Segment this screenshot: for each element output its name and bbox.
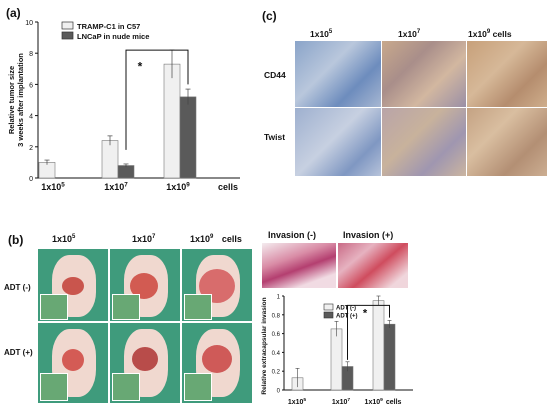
b-y-axis-label: Relative extracapsular invasion: [261, 297, 268, 394]
mouse-photo-adt-minus-1e9: [182, 249, 252, 321]
b-col-label-3: 1x109 cells: [190, 234, 242, 244]
a-y-tick-label: 8: [29, 51, 33, 58]
a-y-tick-label: 6: [29, 82, 33, 89]
b-bar: [372, 300, 385, 391]
b-col-label-2: 1x107: [132, 234, 156, 244]
a-bar: [101, 140, 119, 179]
a-legend-swatch: [61, 21, 74, 30]
b-col-label-1: 1x105: [52, 234, 76, 244]
chart-b: 0 0.2 0.4 0.6 0.8 1 Relative extracapsular inv…: [261, 295, 413, 406]
c-col-label-2: 1x107: [398, 29, 421, 39]
invasion-pos-label: Invasion (+): [343, 230, 394, 240]
b-x-tick-label: 1x107: [332, 397, 351, 406]
a-cells-label: cells: [218, 182, 238, 192]
b-significance-star: *: [363, 308, 368, 320]
a-y-tick-label: 0: [29, 176, 33, 183]
c-row-label-cd44: CD44: [264, 70, 286, 80]
invasion-neg-image: [262, 243, 336, 288]
c-row-label-twist: Twist: [264, 132, 286, 142]
c-col-label-1: 1x105: [310, 29, 333, 39]
b-y-tick-label: 0.4: [272, 351, 281, 357]
b-bar: [330, 328, 343, 391]
b-y-tick-label: 1: [277, 295, 281, 301]
b-y-tick-label: 0.2: [272, 370, 281, 376]
chart-a: 0 2 4 6 8 10 Relative tumor size3 weeks after …: [7, 20, 240, 192]
panel-label-c: (c): [262, 9, 277, 23]
histology-cd44-1e7: [382, 41, 466, 107]
panel-label-a: (a): [6, 6, 21, 20]
mouse-photo-adt-minus-1e7: [110, 249, 180, 321]
a-x-tick-label: 1x109: [166, 181, 190, 192]
b-row-label-adt-minus: ADT (-): [4, 283, 31, 292]
a-significance-bracket: [125, 49, 189, 150]
b-bar: [383, 323, 396, 391]
mouse-photo-adt-minus-1e5: [38, 249, 108, 321]
a-y-tick-label: 10: [25, 20, 33, 27]
a-y-tick-label: 4: [29, 114, 33, 121]
a-x-tick-label: 1x107: [104, 181, 128, 192]
b-y-tick-label: 0: [277, 389, 281, 395]
b-legend-label: ADT (+): [336, 314, 358, 320]
a-y-axis-label: Relative tumor size3 weeks after implant…: [7, 53, 25, 147]
panel-c: 1x105 1x107 1x109 cells CD44 Twist: [258, 20, 548, 180]
histology-twist-1e5: [295, 108, 381, 176]
b-legend-label: ADT (-): [336, 306, 356, 312]
b-y-tick-label: 0.6: [272, 332, 281, 338]
panel-label-b: (b): [8, 233, 24, 247]
panel-b-photos: 1x105 1x107 1x109 cells ADT (-) ADT (+): [0, 228, 265, 412]
histology-cd44-1e9: [467, 41, 547, 107]
mouse-photo-adt-plus-1e7: [110, 323, 180, 403]
b-significance-bracket: [347, 304, 390, 360]
b-row-label-adt-plus: ADT (+): [4, 348, 33, 357]
histology-twist-1e9: [467, 108, 547, 176]
a-bar: [179, 96, 197, 179]
b-legend-swatch: [323, 311, 334, 319]
invasion-pos-image: [338, 243, 408, 288]
a-significance-star: *: [138, 59, 143, 73]
histology-cd44-1e5: [295, 41, 381, 107]
a-y-tick-label: 2: [29, 145, 33, 152]
b-legend-swatch: [323, 303, 334, 311]
mouse-photo-adt-plus-1e9: [182, 323, 252, 403]
b-y-tick-label: 0.8: [272, 313, 281, 319]
b-x-tick-label: 1x105: [288, 397, 307, 406]
a-legend-label: TRAMP-C1 in C57: [77, 22, 140, 31]
mouse-photo-adt-plus-1e5: [38, 323, 108, 403]
a-x-tick-label: 1x105: [41, 181, 65, 192]
c-col-label-3: 1x109 cells: [468, 29, 512, 39]
a-legend-label: LNCaP in nude mice: [77, 32, 149, 41]
b-x-tick-label: 1x109 cells: [365, 397, 402, 406]
a-legend-swatch: [61, 31, 74, 40]
invasion-neg-label: Invasion (-): [268, 230, 317, 240]
a-bar: [163, 63, 181, 179]
histology-twist-1e7: [382, 108, 466, 176]
a-bar: [117, 165, 135, 179]
